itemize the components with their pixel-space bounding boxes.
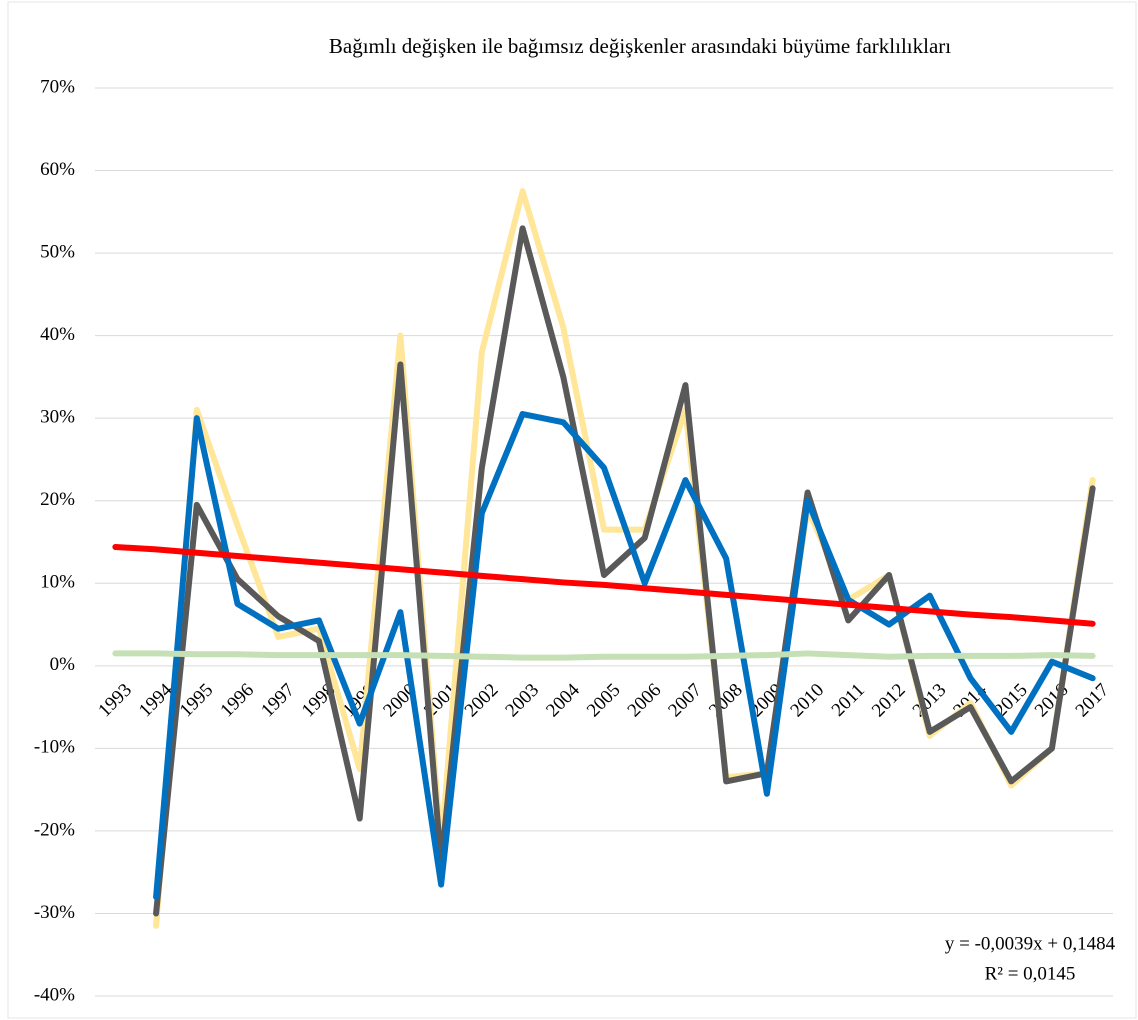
x-tick-label: 1995 [176, 680, 218, 722]
y-tick-label: 50% [40, 241, 75, 262]
x-tick-label: 2017 [1072, 680, 1114, 722]
trendline-equation: y = -0,0039x + 0,1484 [945, 933, 1116, 954]
x-tick-label: 2002 [461, 680, 503, 722]
y-tick-label: 30% [40, 407, 75, 428]
x-tick-label: 2004 [542, 679, 584, 721]
y-tick-label: 70% [40, 76, 75, 97]
x-tick-label: 1993 [94, 680, 136, 722]
x-tick-label: 2012 [868, 680, 910, 722]
y-tick-label: -20% [34, 819, 75, 840]
chart-title: Bağımlı değişken ile bağımsız değişkenle… [329, 34, 951, 58]
y-tick-label: 40% [40, 324, 75, 345]
y-tick-label: 0% [50, 654, 76, 675]
x-tick-label: 2007 [664, 680, 706, 722]
y-tick-label: -30% [34, 902, 75, 923]
chart-border [7, 1, 1137, 1019]
series-line [153, 225, 1096, 917]
y-tick-label: -10% [34, 737, 75, 758]
trendline-r2: R² = 0,0145 [985, 963, 1076, 984]
x-tick-label: 2006 [624, 680, 666, 722]
y-tick-label: 60% [40, 159, 75, 180]
x-tick-label: 2010 [786, 680, 828, 722]
y-tick-label: -40% [34, 984, 75, 1005]
y-tick-label: 20% [40, 489, 75, 510]
x-tick-label: 1996 [216, 680, 258, 722]
series-line [112, 650, 1096, 661]
x-tick-label: 2008 [705, 680, 747, 722]
x-tick-label: 1997 [257, 680, 299, 722]
x-tick-label: 2005 [583, 680, 625, 722]
y-tick-label: 10% [40, 572, 75, 593]
x-tick-label: 2011 [828, 680, 869, 721]
series-line [112, 543, 1096, 627]
x-tick-label: 2003 [501, 680, 543, 722]
